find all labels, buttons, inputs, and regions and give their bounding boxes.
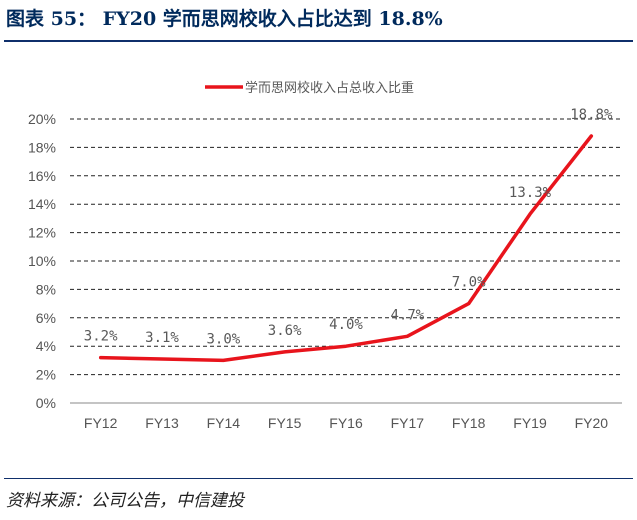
legend-label: 学而思网校收入占总收入比重	[245, 80, 414, 96]
source-note: 资料来源：公司公告，中信建投	[6, 491, 244, 511]
line-chart: 0%2%4%6%8%10%12%14%16%18%20% FY12 FY13 FY1…	[28, 80, 622, 431]
data-label: 3.1%	[145, 330, 179, 346]
data-labels: 3.2% 3.1% 3.0% 3.6% 4.0% 4.7% 7.0% 13.3% 18.8%	[84, 107, 613, 361]
data-label: 4.0%	[329, 317, 363, 333]
x-axis-ticks: FY12 FY13 FY14 FY15 FY16 FY17 FY18 FY19 FY20	[84, 415, 608, 431]
x-tick-label: FY18	[452, 415, 486, 431]
x-tick-label: FY19	[513, 415, 547, 431]
x-tick-label: FY20	[575, 415, 609, 431]
title-rule	[4, 40, 633, 42]
y-tick-label: 8%	[36, 281, 56, 297]
y-tick-label: 16%	[28, 168, 56, 184]
data-label: 3.6%	[268, 323, 302, 339]
y-tick-label: 14%	[28, 196, 56, 212]
legend: 学而思网校收入占总收入比重	[205, 80, 414, 96]
y-axis-ticks: 0% 2% 4% 6% 8% 10% 12% 14% 16% 18% 20%	[28, 111, 56, 411]
data-label: 13.3%	[509, 185, 552, 201]
footer-rule	[4, 478, 633, 479]
x-tick-label: FY15	[268, 415, 302, 431]
data-label: 4.7%	[390, 307, 424, 323]
x-tick-label: FY12	[84, 415, 118, 431]
x-tick-label: FY14	[207, 415, 241, 431]
y-tick-label: 6%	[36, 310, 56, 326]
y-tick-label: 10%	[28, 253, 56, 269]
y-tick-label: 18%	[28, 139, 56, 155]
data-label: 3.0%	[206, 331, 240, 347]
y-tick-label: 2%	[36, 367, 56, 383]
y-tick-label: 0%	[36, 395, 56, 411]
y-tick-label: 20%	[28, 111, 56, 127]
data-label: 7.0%	[452, 275, 486, 291]
x-tick-label: FY16	[329, 415, 363, 431]
x-tick-label: FY13	[145, 415, 179, 431]
data-label: 18.8%	[570, 107, 613, 123]
x-tick-label: FY17	[391, 415, 425, 431]
y-tick-label: 4%	[36, 338, 56, 354]
data-label: 3.2%	[84, 329, 118, 345]
figure-title: 图表 55： FY20 学而思网校收入占比达到 18.8%	[6, 8, 443, 30]
y-tick-label: 12%	[28, 225, 56, 241]
